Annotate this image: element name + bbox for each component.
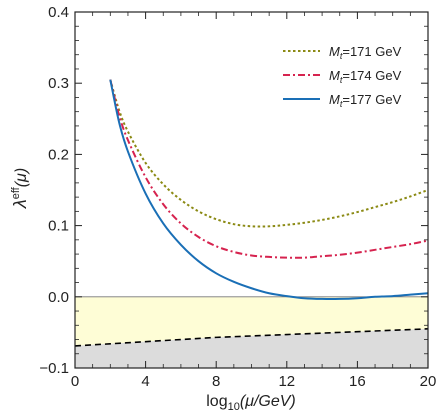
x-axis-title-sub: 10 (228, 401, 240, 413)
axis-ticks: 0 4 8 12 16 20 −0.1 0.0 0.1 0.2 0.3 0.4 (39, 4, 436, 390)
legend-label-rest: =177 GeV (342, 92, 401, 107)
x-tick-label: 0 (71, 373, 79, 390)
series-line-1 (109, 79, 428, 259)
y-tick-label: 0.2 (48, 146, 69, 163)
legend-label-sym: M (329, 92, 340, 107)
x-axis-title-pre: log (206, 393, 227, 410)
legend-label-0: Mt=171 GeV (329, 44, 402, 61)
series-line-2 (109, 79, 428, 301)
x-tick-label: 16 (349, 373, 366, 390)
x-tick-label: 20 (420, 373, 437, 390)
legend-label-sub: t (340, 51, 343, 61)
series-layer (109, 79, 428, 301)
unstable-region (75, 328, 428, 368)
stability-regions (74, 296, 429, 368)
y-tick-label: −0.1 (39, 360, 69, 377)
x-tick-label: 12 (278, 373, 295, 390)
legend-label-2: Mt=177 GeV (329, 92, 402, 109)
legend-label-1: Mt=174 GeV (329, 68, 402, 85)
x-axis-title: log10(μ/GeV) (206, 393, 296, 413)
legend-label-sub: t (340, 75, 343, 85)
x-tick-label: 4 (141, 373, 149, 390)
y-axis-title-arg: (μ) (13, 168, 30, 187)
metastable-region (75, 296, 428, 346)
legend-label-sym: M (329, 68, 340, 83)
y-tick-label: 0.4 (48, 4, 69, 21)
x-axis-title-arg: (μ/GeV) (240, 393, 296, 410)
y-axis-title-sup: eff (10, 186, 22, 199)
y-tick-label: 0.3 (48, 75, 69, 92)
y-tick-label: 0.0 (48, 289, 69, 306)
stability-bound-line (74, 328, 429, 347)
y-axis-title-main: λ (10, 199, 30, 209)
legend-label-rest: =174 GeV (342, 68, 401, 83)
x-tick-label: 8 (212, 373, 220, 390)
y-tick-label: 0.1 (48, 218, 69, 235)
y-axis-title: λeff(μ) (10, 168, 30, 209)
legend-label-sym: M (329, 44, 340, 59)
legend-label-rest: =171 GeV (342, 44, 401, 59)
legend-label-sub: t (340, 99, 343, 109)
